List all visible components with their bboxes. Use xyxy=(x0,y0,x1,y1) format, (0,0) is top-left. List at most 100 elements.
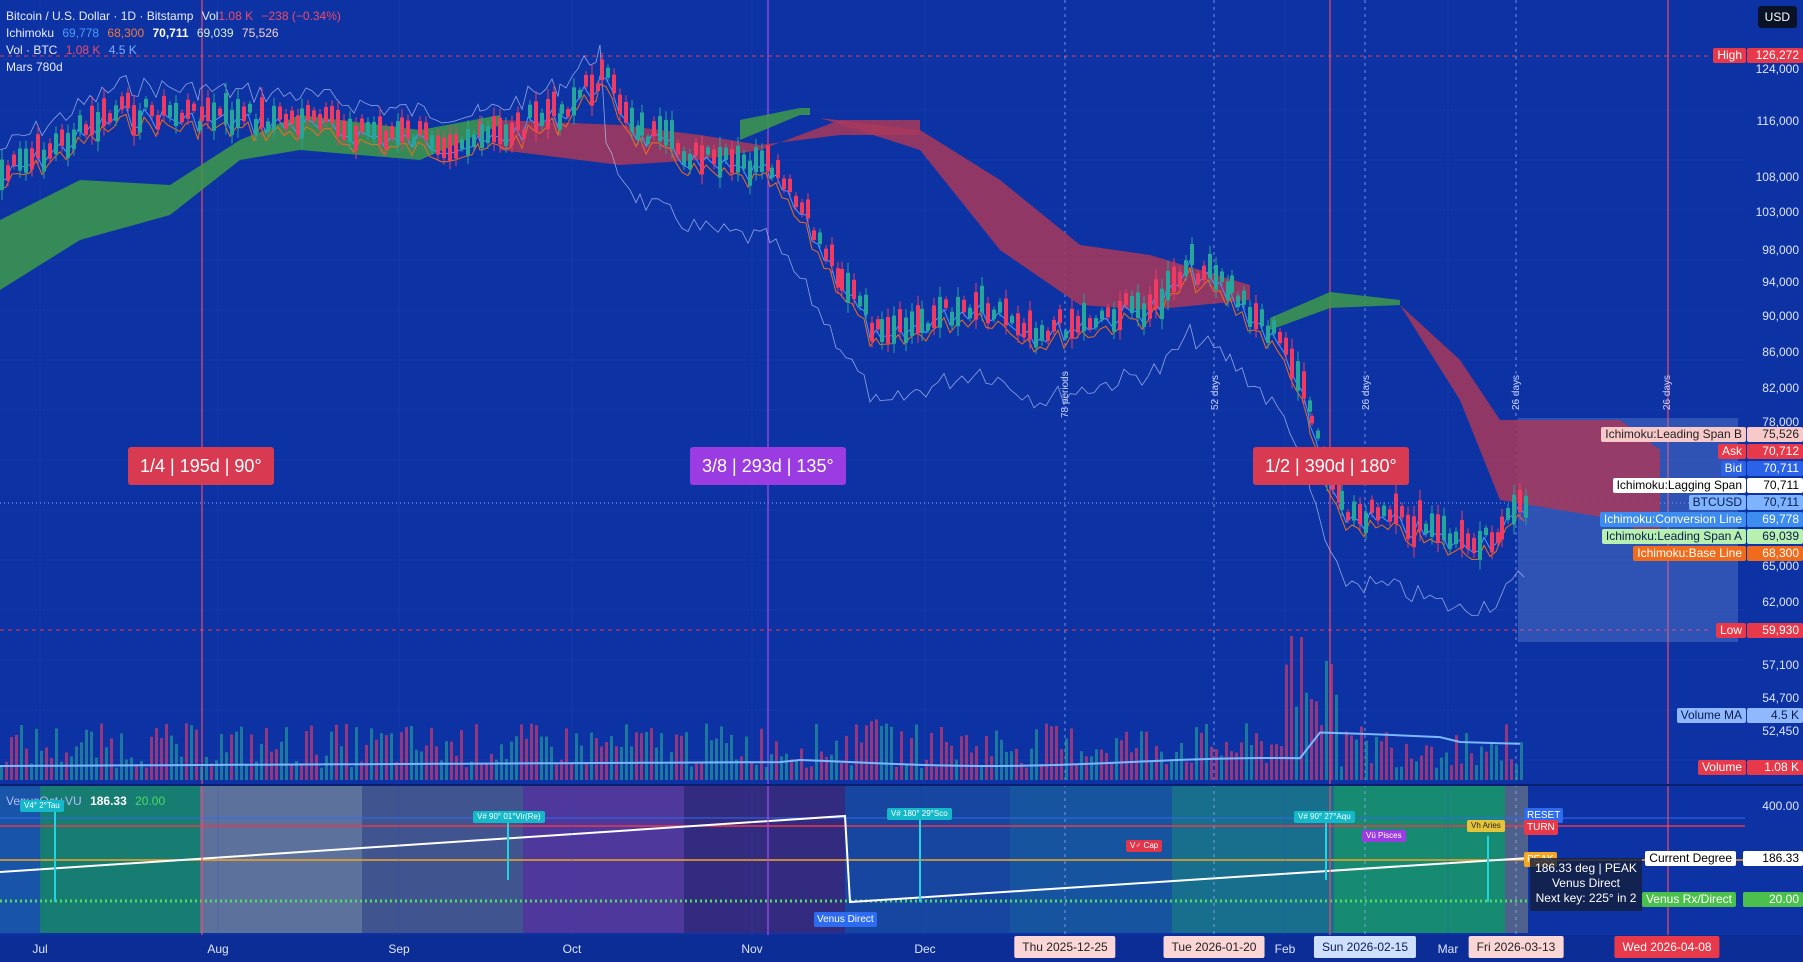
volume-bar xyxy=(1095,749,1098,780)
volume-bar xyxy=(915,724,918,780)
candle-body xyxy=(794,195,798,208)
price-label-value: 70,711 xyxy=(1747,495,1803,510)
candle-body xyxy=(1316,430,1320,439)
candle-body xyxy=(1310,415,1314,424)
mars-cycle-marker-1[interactable]: 1/4 | 195d | 90° xyxy=(128,447,274,485)
candle-body xyxy=(836,268,840,288)
volume-bar xyxy=(750,763,753,780)
volume-bar xyxy=(655,747,658,780)
volume-bar xyxy=(160,737,163,780)
volume-bar xyxy=(15,734,18,780)
ichimoku-conversion: 69,778 xyxy=(62,26,100,40)
xtick-feb: Feb xyxy=(1274,942,1296,956)
volume-bar xyxy=(175,743,178,780)
candle-body xyxy=(1266,325,1270,343)
candle-body xyxy=(1064,330,1068,339)
candle-body xyxy=(1124,293,1128,305)
candle-body xyxy=(1272,320,1276,334)
volume-bar xyxy=(505,758,508,780)
candle-body xyxy=(1472,537,1476,554)
vol-btc-label: Vol · BTC xyxy=(6,43,58,57)
volume-bar xyxy=(1270,744,1273,780)
volume-bar xyxy=(865,725,868,780)
volume-bar xyxy=(325,755,328,780)
mars-cycle-marker-2[interactable]: 3/8 | 293d | 135° xyxy=(690,447,846,485)
candle-body xyxy=(1236,295,1240,308)
volume-bar xyxy=(1455,735,1458,780)
volume-bar xyxy=(1025,767,1028,780)
venus-degree-line xyxy=(0,814,1529,904)
volume-bar xyxy=(935,766,938,780)
volume-bar xyxy=(805,767,808,780)
volume-bar xyxy=(225,752,228,780)
volume-bar xyxy=(1160,751,1163,780)
candle-body xyxy=(760,150,764,172)
candle-body xyxy=(1524,496,1528,518)
volume-bar xyxy=(155,728,158,780)
volume-bar xyxy=(1335,694,1338,780)
volume-bar xyxy=(1035,729,1038,780)
volume-bar xyxy=(895,766,898,780)
volume-bar xyxy=(290,764,293,780)
indicator-band xyxy=(1172,785,1334,933)
candle-body xyxy=(636,125,640,140)
volume-bar xyxy=(45,747,48,780)
volume-bar xyxy=(375,739,378,780)
vol-btc-value: 1.08 K xyxy=(65,43,101,57)
candle-body xyxy=(1394,493,1398,524)
indicator-axis-tick: 400.00 xyxy=(1762,799,1799,813)
indicator-band xyxy=(684,785,845,933)
volume-bar xyxy=(1210,746,1213,780)
candle-body xyxy=(272,105,276,131)
candle-body xyxy=(770,167,774,178)
price-label-name: Ichimoku:Leading Span B xyxy=(1601,427,1746,442)
volume-bar xyxy=(0,766,3,780)
kumo-green-3 xyxy=(1270,292,1400,330)
volume-bar xyxy=(715,738,718,780)
candle-body xyxy=(390,126,394,139)
volume-bar xyxy=(465,767,468,780)
volume-ma-line xyxy=(0,731,1521,767)
volume-bar xyxy=(305,731,308,780)
volume-bar xyxy=(985,735,988,780)
price-tick: 65,000 xyxy=(1762,559,1799,573)
volume-bar xyxy=(1290,635,1293,780)
currency-button[interactable]: USD xyxy=(1757,6,1797,28)
volume-bar xyxy=(640,733,643,780)
candle-body xyxy=(1130,296,1134,314)
candle-body xyxy=(682,151,686,166)
volume-bar xyxy=(345,723,348,780)
volume-bar xyxy=(885,723,888,780)
volume-bar xyxy=(75,746,78,780)
volume-bar xyxy=(635,732,638,780)
volume-bar xyxy=(930,732,933,780)
volume-bar xyxy=(170,735,173,780)
volume-bar xyxy=(1100,749,1103,780)
candle-body xyxy=(1400,506,1404,518)
volume-bar xyxy=(740,756,743,780)
indicator-band xyxy=(362,785,523,933)
candle-body xyxy=(630,107,634,132)
candle-body xyxy=(384,130,388,150)
candle-body xyxy=(956,296,960,327)
volume-bar xyxy=(730,734,733,780)
volume-bar xyxy=(1165,764,1168,780)
volume-bar xyxy=(240,726,243,780)
candle-body xyxy=(48,143,52,159)
candle-body xyxy=(1430,513,1434,537)
candle-body xyxy=(42,149,46,172)
volume-bar xyxy=(1515,764,1518,780)
mars-cycle-marker-3[interactable]: 1/2 | 390d | 180° xyxy=(1253,447,1409,485)
candle-body xyxy=(1364,512,1368,533)
vol-btc-ma: 4.5 K xyxy=(108,43,137,57)
volume-bar xyxy=(1370,763,1373,780)
volume-bar xyxy=(1145,731,1148,780)
volume-bar xyxy=(1085,756,1088,780)
volume-bar xyxy=(80,742,83,780)
volume-bar xyxy=(445,741,448,780)
candle-body xyxy=(658,116,662,142)
candle-body xyxy=(782,178,786,190)
volume-bar xyxy=(1075,765,1078,780)
